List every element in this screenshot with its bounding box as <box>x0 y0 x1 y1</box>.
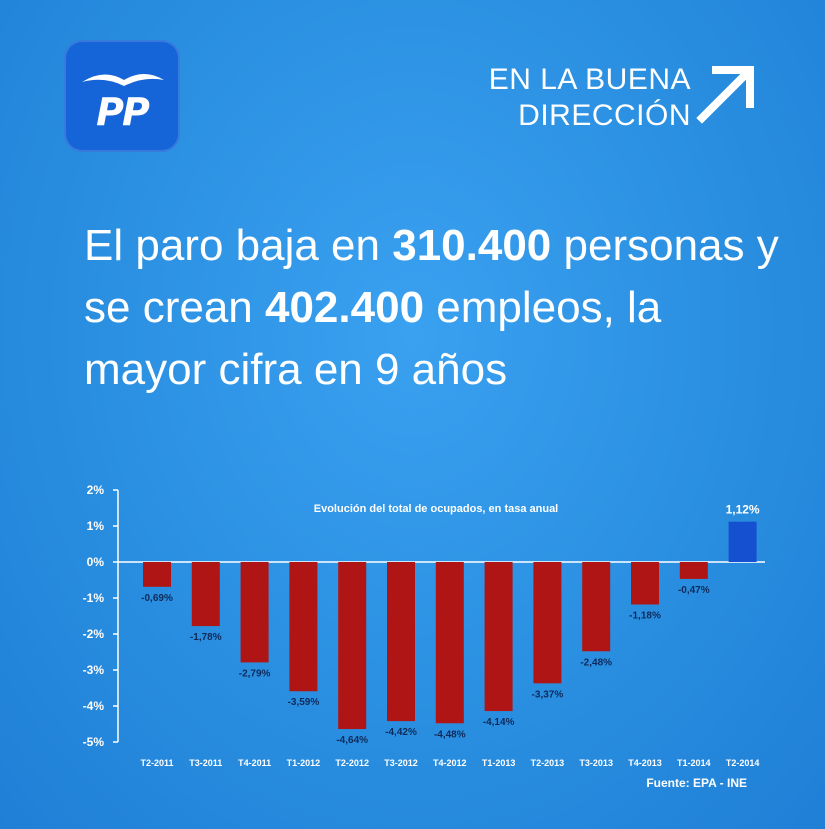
data-label: -4,48% <box>434 729 466 740</box>
source-note: Fuente: EPA - INE <box>646 776 747 790</box>
chart-title: Evolución del total de ocupados, en tasa… <box>314 503 559 515</box>
logo-text: PP <box>96 90 150 134</box>
bar <box>679 562 708 579</box>
y-tick-label: 1% <box>87 519 105 533</box>
data-label: -4,64% <box>336 735 368 746</box>
x-tick-label: T2-2013 <box>531 758 565 768</box>
x-tick-label: T2-2012 <box>335 758 369 768</box>
bar <box>582 562 611 652</box>
employment-bar-chart: 2% 1% 0% -1% -2% -3% -4% -5% Evolución del total… <box>83 483 765 768</box>
x-tick-label: T4-2013 <box>628 758 662 768</box>
headline-num1: 310.400 <box>392 221 552 270</box>
headline-num2: 402.400 <box>264 283 425 332</box>
bar <box>728 521 757 562</box>
headline-part2: personas y se crean <box>84 221 779 332</box>
gull-icon <box>82 74 164 86</box>
y-tick-label: -1% <box>83 591 105 605</box>
bar <box>387 562 415 722</box>
data-label: -2,48% <box>580 657 612 668</box>
x-tick-label: T2-2011 <box>140 758 173 768</box>
bar <box>631 562 659 605</box>
bar <box>289 562 318 692</box>
headline: El paro baja en 310.400 personas y se cr… <box>84 215 784 401</box>
data-label: -0,47% <box>678 585 710 596</box>
y-tick-label: -3% <box>83 663 105 677</box>
headline-part1: El paro baja en <box>84 221 393 270</box>
headline-part3: empleos, la mayor cifra en 9 años <box>84 283 662 394</box>
x-tick-label: T1-2012 <box>287 758 321 768</box>
bar <box>484 562 513 712</box>
slogan: EN LA BUENA DIRECCIÓN <box>489 62 691 134</box>
pp-logo: PP <box>64 40 180 152</box>
x-tick-label: T4-2012 <box>433 758 467 768</box>
data-label: -1,78% <box>190 632 222 643</box>
x-tick-label: T3-2013 <box>579 758 613 768</box>
arrow-up-right-icon <box>696 66 754 124</box>
bar <box>435 562 464 724</box>
bar <box>533 562 562 684</box>
bar <box>240 562 269 663</box>
data-label: 1,12% <box>726 503 760 517</box>
data-label: -3,59% <box>288 697 320 708</box>
x-tick-label: T3-2011 <box>189 758 222 768</box>
x-tick-label: T2-2014 <box>726 758 760 768</box>
bar <box>191 562 220 627</box>
y-tick-label: -4% <box>83 699 105 713</box>
x-tick-label: T3-2012 <box>384 758 418 768</box>
y-tick-label: -2% <box>83 627 105 641</box>
x-tick-label: T1-2014 <box>677 758 711 768</box>
slogan-line2: DIRECCIÓN <box>518 99 691 132</box>
data-label: -4,42% <box>385 727 417 738</box>
data-label: -1,18% <box>629 610 661 621</box>
bar <box>338 562 367 730</box>
y-tick-label: 2% <box>87 483 105 497</box>
data-label: -4,14% <box>483 717 515 728</box>
data-label: -3,37% <box>532 689 564 700</box>
data-label: -2,79% <box>239 668 271 679</box>
x-tick-label: T4-2011 <box>238 758 271 768</box>
y-tick-label: -5% <box>83 735 105 749</box>
data-label: -0,69% <box>141 593 173 604</box>
slogan-emphasis: BUENA <box>585 63 691 96</box>
x-tick-label: T1-2013 <box>482 758 516 768</box>
slogan-prefix: EN LA <box>488 63 577 96</box>
bar <box>143 562 171 587</box>
y-tick-label: 0% <box>87 555 105 569</box>
